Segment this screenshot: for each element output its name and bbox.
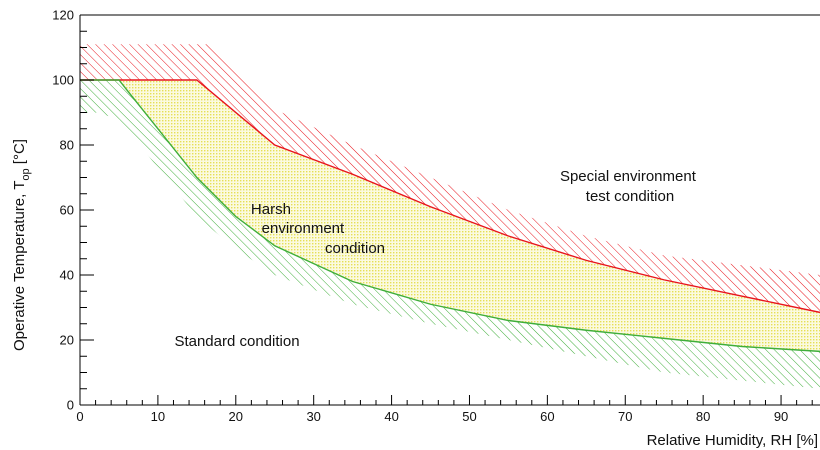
axes: 0 10 20 30 40 50 60 70 80 90 0 20 40 60 80 100 120 <box>52 8 820 424</box>
y-axis-title: Operative Temperature, Top [°C] <box>11 139 32 351</box>
x-tick-label: 60 <box>540 409 554 424</box>
plot-area <box>80 44 820 389</box>
harsh-band <box>80 80 820 352</box>
y-tick-label: 40 <box>60 268 74 283</box>
y-tick-label: 60 <box>60 203 74 218</box>
y-tick-label: 80 <box>60 138 74 153</box>
x-tick-label: 30 <box>306 409 320 424</box>
x-tick-label: 50 <box>462 409 476 424</box>
harsh-environment-label: Harsh environment condition <box>251 201 385 257</box>
x-tick-label: 90 <box>774 409 788 424</box>
special-environment-label: Special environment test condition <box>560 168 700 205</box>
green-hatch-band <box>80 80 820 389</box>
y-tick-label: 100 <box>52 73 74 88</box>
y-tick-label: 20 <box>60 333 74 348</box>
x-tick-label: 20 <box>229 409 243 424</box>
y-tick-label: 0 <box>67 398 74 413</box>
y-tick-label: 120 <box>52 8 74 23</box>
x-axis-title: Relative Humidity, RH [%] <box>647 432 818 449</box>
red-hatch-band <box>80 44 820 313</box>
series-line-0 <box>80 79 820 314</box>
x-tick-label: 10 <box>151 409 165 424</box>
x-tick-label: 0 <box>76 409 83 424</box>
standard-condition-label: Standard condition <box>174 333 299 350</box>
series-line-1 <box>80 79 820 353</box>
x-tick-label: 40 <box>384 409 398 424</box>
x-tick-label: 70 <box>618 409 632 424</box>
x-tick-label: 80 <box>696 409 710 424</box>
